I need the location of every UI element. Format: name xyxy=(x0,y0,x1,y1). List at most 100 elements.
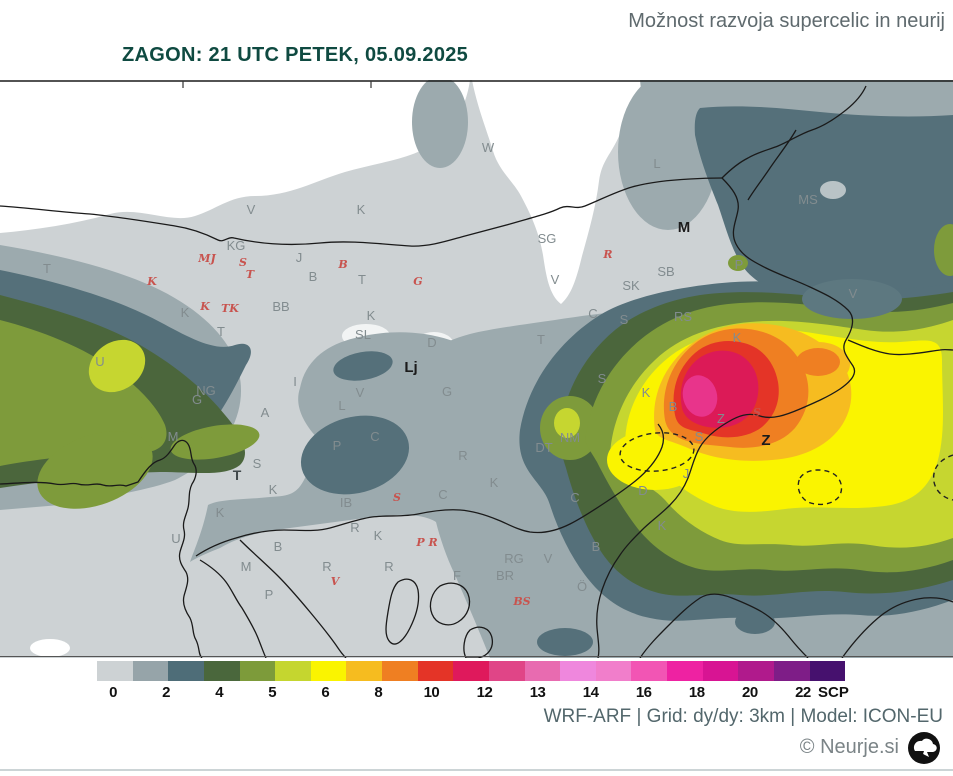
map-place-label: P R xyxy=(415,536,437,549)
map-place-label: S xyxy=(253,456,262,471)
map-place-label: W xyxy=(482,140,495,155)
map-place-label: P xyxy=(735,257,744,272)
map-place-label: K xyxy=(269,482,278,497)
map-place-label: BR xyxy=(496,568,514,583)
legend-color-segment xyxy=(417,661,454,681)
map-place-label: SK xyxy=(622,278,640,293)
map-place-label: TK xyxy=(221,302,239,315)
map-place-label: K xyxy=(181,305,190,320)
legend-color-segment xyxy=(239,661,276,681)
legend-color-segment xyxy=(667,661,703,681)
map-place-label: J xyxy=(296,250,303,265)
map-place-label: R xyxy=(458,448,467,463)
map-place-label: D xyxy=(638,483,647,498)
legend-tick: 0 xyxy=(109,684,117,701)
legend-tick: 20 xyxy=(741,684,758,701)
legend-color-segment xyxy=(346,661,382,681)
site-logo-icon xyxy=(908,732,940,764)
map-place-label: SL xyxy=(355,327,371,342)
map-place-label: Z xyxy=(717,411,725,426)
map-place-label: R xyxy=(384,559,393,574)
map-place-label: B xyxy=(309,269,318,284)
map-place-label: RG xyxy=(504,551,524,566)
axis-ticks xyxy=(182,81,372,88)
map-place-label: K xyxy=(658,518,667,533)
legend-tick: 10 xyxy=(423,684,440,701)
site-credit: © Neurje.si xyxy=(799,736,899,758)
legend-unit: SCP xyxy=(818,684,849,701)
legend-color-segment xyxy=(97,661,133,681)
map-place-label: V xyxy=(849,286,858,301)
legend-color-segment xyxy=(310,661,347,681)
map-place-label: V xyxy=(551,272,560,287)
map-place-label: A xyxy=(261,405,270,420)
map-place-label: L xyxy=(653,156,660,171)
legend-tick: 12 xyxy=(476,684,493,701)
legend-color-segment xyxy=(132,661,169,681)
map-place-label: R xyxy=(322,559,331,574)
map-place-label: Z xyxy=(761,432,770,449)
map-place-label: G xyxy=(442,384,452,399)
map-place-label: K xyxy=(642,385,651,400)
legend-tick: 6 xyxy=(321,684,330,701)
bottom-divider xyxy=(0,769,953,771)
map-place-label: SB xyxy=(657,264,674,279)
legend-color-segment xyxy=(453,661,489,681)
legend-color-segment xyxy=(595,661,632,681)
legend-color-segment xyxy=(382,661,418,681)
map-place-label: B xyxy=(337,258,347,271)
legend-color-segment xyxy=(275,661,311,681)
map-place-label: K xyxy=(146,275,157,288)
map-place-label: K xyxy=(216,505,225,520)
contour-light-hole-ms xyxy=(820,181,846,199)
map-place-label: P xyxy=(333,438,342,453)
map-place-label: M xyxy=(241,559,252,574)
map-place-label: S xyxy=(620,312,629,327)
legend-tick: 22 xyxy=(795,684,811,701)
map-place-label: D xyxy=(427,335,436,350)
map-place-label: KG xyxy=(227,238,246,253)
map-place-label: C xyxy=(370,429,379,444)
model-info: WRF-ARF | Grid: dy/dy: 3km | Model: ICON… xyxy=(543,706,943,727)
map-place-label: T xyxy=(537,332,545,347)
page-title: Možnost razvoja supercelic in neurij xyxy=(628,10,945,32)
legend-color-segment xyxy=(738,661,774,681)
country-borders xyxy=(0,85,953,658)
map-place-label: RS xyxy=(674,309,692,324)
map-place-label: Ö xyxy=(577,579,587,594)
map-place-label: S xyxy=(393,491,401,504)
contour-magenta-core xyxy=(682,375,718,417)
map-place-label: IB xyxy=(340,495,352,510)
map-place-label: C xyxy=(438,487,447,502)
contour-slate-patch-ne xyxy=(802,279,902,319)
map-place-label: C xyxy=(570,490,579,505)
map-place-label: B xyxy=(592,539,601,554)
legend-tick: 14 xyxy=(582,684,599,701)
map-place-label: M xyxy=(678,219,691,236)
map-place-label: Lj xyxy=(404,359,417,376)
map-place-label: S xyxy=(598,371,607,386)
legend-tick: 13 xyxy=(529,684,546,701)
map-place-label: I xyxy=(293,374,297,389)
map-place-label: U xyxy=(171,531,180,546)
legend-tick: 4 xyxy=(215,684,224,701)
map-place-label: T xyxy=(217,324,225,339)
map-place-label: V xyxy=(544,551,553,566)
map-place-label: S xyxy=(695,429,704,444)
legend-color-segment xyxy=(631,661,667,681)
legend-colorbar xyxy=(97,661,846,681)
legend-color-segment xyxy=(203,661,240,681)
legend-color-segment xyxy=(560,661,596,681)
map-place-label: T xyxy=(246,268,255,281)
map-place-label: S xyxy=(239,256,247,269)
map-place-label: B xyxy=(274,539,283,554)
map-place-label: J xyxy=(683,466,690,481)
map-place-label: K xyxy=(490,475,499,490)
map-place-label: G xyxy=(413,275,422,288)
map-place-label: G xyxy=(192,392,202,407)
map-place-label: SG xyxy=(538,231,557,246)
map-place-label: V xyxy=(247,202,256,217)
map-place-label: K xyxy=(357,202,366,217)
map-place-label: B xyxy=(669,399,678,414)
